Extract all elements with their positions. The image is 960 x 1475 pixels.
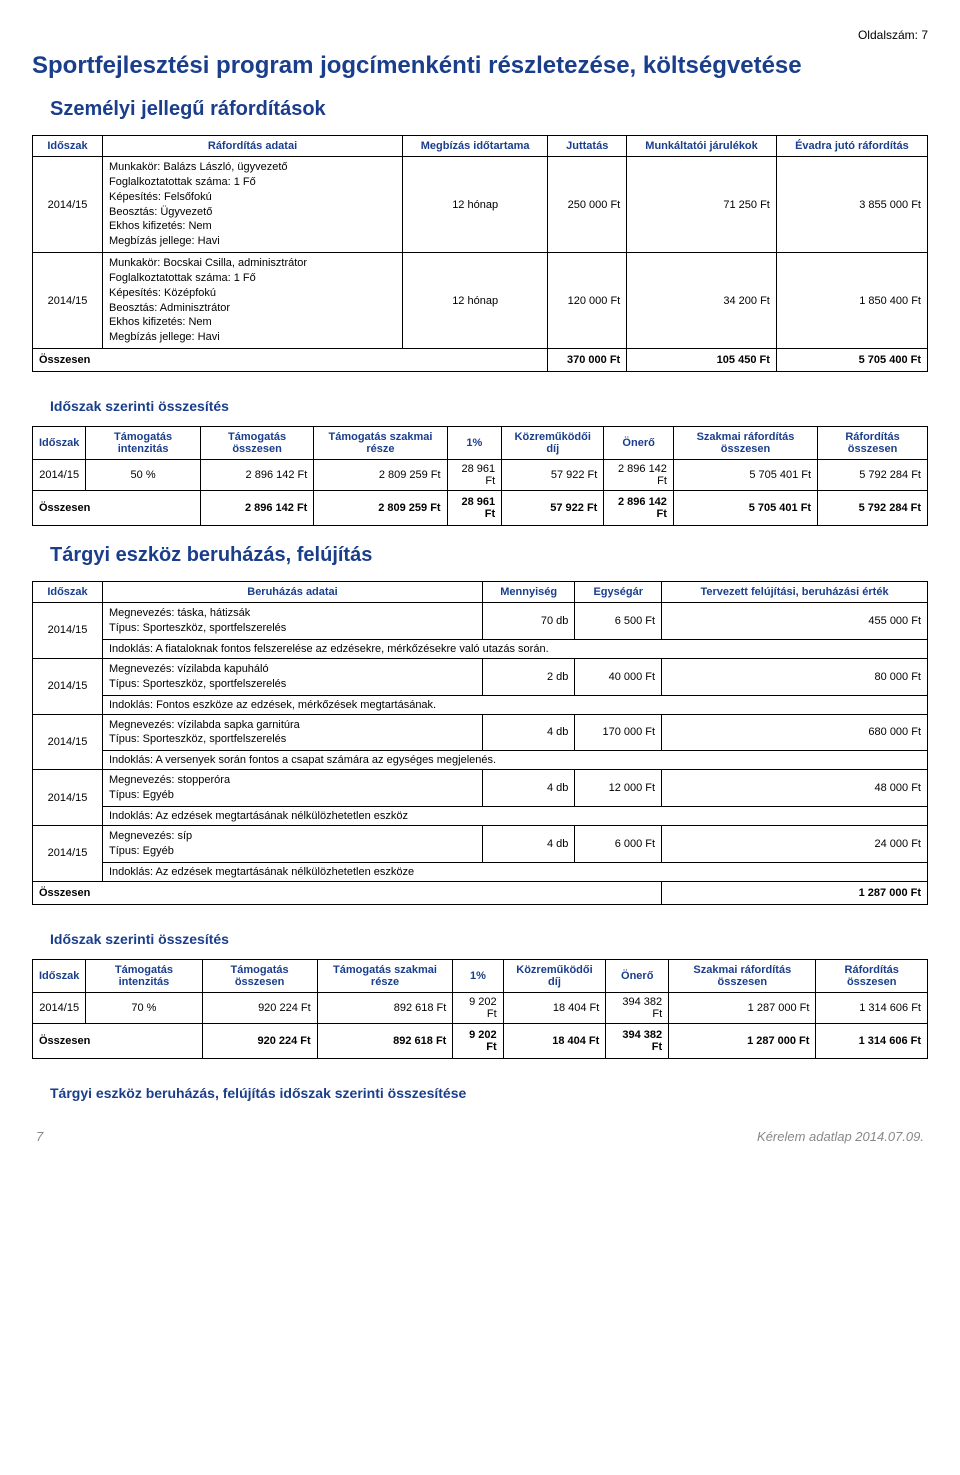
- table1-header: Évadra jutó ráfordítás: [776, 136, 927, 157]
- table1-header: Időszak: [33, 136, 103, 157]
- summary-header: Támogatás összesen: [202, 959, 317, 992]
- table1-header: Juttatás: [548, 136, 627, 157]
- summary-header: Időszak: [33, 427, 86, 460]
- section2-title: Tárgyi eszköz beruházás, felújítás: [50, 544, 928, 567]
- summary-header: 1%: [447, 427, 502, 460]
- table-row: 2014/15Munkakör: Bocskai Csilla, adminis…: [33, 253, 928, 349]
- summary1-heading: Időszak szerinti összesítés: [50, 398, 928, 414]
- section3-title: Tárgyi eszköz beruházás, felújítás idősz…: [50, 1085, 928, 1101]
- table-row-indoklas: Indoklás: A fiataloknak fontos felszerel…: [33, 639, 928, 658]
- table2-header: Tervezett felújítási, beruházási érték: [662, 582, 928, 603]
- footer-page: 7: [36, 1129, 43, 1144]
- table-row-indoklas: Indoklás: Az edzések megtartásának nélkü…: [33, 806, 928, 825]
- summary-header: Időszak: [33, 959, 86, 992]
- summary-header: Szakmai ráfordítás összesen: [673, 427, 817, 460]
- table-personnel: IdőszakRáfordítás adataiMegbízás időtart…: [32, 135, 928, 372]
- table1-header: Megbízás időtartama: [403, 136, 548, 157]
- summary-header: Ráfordítás összesen: [816, 959, 928, 992]
- page-number: Oldalszám: 7: [32, 28, 928, 42]
- table-row: 2014/15Megnevezés: vízilabda sapka garni…: [33, 714, 928, 751]
- table2-header: Időszak: [33, 582, 103, 603]
- table-summary1: IdőszakTámogatás intenzitásTámogatás öss…: [32, 426, 928, 526]
- summary-header: Önerő: [604, 427, 674, 460]
- summary-header: 1%: [453, 959, 503, 992]
- page-footer: 7 Kérelem adatlap 2014.07.09.: [32, 1129, 928, 1144]
- table-row: 2014/1570 %920 224 Ft892 618 Ft9 202 Ft1…: [33, 992, 928, 1023]
- table-row-indoklas: Indoklás: Fontos eszköze az edzések, mér…: [33, 695, 928, 714]
- table2-header: Beruházás adatai: [103, 582, 483, 603]
- summary-header: Támogatás szakmai része: [314, 427, 447, 460]
- table-investment: IdőszakBeruházás adataiMennyiségEgységár…: [32, 581, 928, 904]
- table-row-indoklas: Indoklás: A versenyek során fontos a csa…: [33, 751, 928, 770]
- table-row: 2014/1550 %2 896 142 Ft2 809 259 Ft28 96…: [33, 460, 928, 491]
- table-row-indoklas: Indoklás: Az edzések megtartásának nélkü…: [33, 862, 928, 881]
- table-row: 2014/15Megnevezés: sípTípus: Egyéb4 db6 …: [33, 825, 928, 862]
- summary-header: Támogatás intenzitás: [86, 427, 200, 460]
- table1-header: Munkáltatói járulékok: [627, 136, 777, 157]
- main-title: Sportfejlesztési program jogcímenkénti r…: [32, 52, 928, 80]
- table-row: 2014/15Megnevezés: vízilabda kapuhálóTíp…: [33, 658, 928, 695]
- footer-text: Kérelem adatlap 2014.07.09.: [757, 1129, 924, 1144]
- summary-header: Ráfordítás összesen: [818, 427, 928, 460]
- summary-header: Szakmai ráfordítás összesen: [669, 959, 816, 992]
- summary-header: Közreműködői díj: [503, 959, 606, 992]
- table-row: 2014/15Megnevezés: stopperóraTípus: Egyé…: [33, 770, 928, 807]
- table2-header: Egységár: [575, 582, 662, 603]
- summary-header: Önerő: [606, 959, 669, 992]
- summary-header: Támogatás összesen: [200, 427, 314, 460]
- table-row: 2014/15Megnevezés: táska, hátizsákTípus:…: [33, 603, 928, 640]
- table2-header: Mennyiség: [483, 582, 575, 603]
- summary-header: Közreműködői díj: [502, 427, 604, 460]
- summary-header: Támogatás intenzitás: [86, 959, 202, 992]
- table-row: 2014/15Munkakör: Balázs László, ügyvezet…: [33, 157, 928, 253]
- section1-title: Személyi jellegű ráfordítások: [50, 98, 928, 121]
- table-summary2: IdőszakTámogatás intenzitásTámogatás öss…: [32, 959, 928, 1059]
- summary2-heading: Időszak szerinti összesítés: [50, 931, 928, 947]
- summary-header: Támogatás szakmai része: [317, 959, 453, 992]
- table1-header: Ráfordítás adatai: [103, 136, 403, 157]
